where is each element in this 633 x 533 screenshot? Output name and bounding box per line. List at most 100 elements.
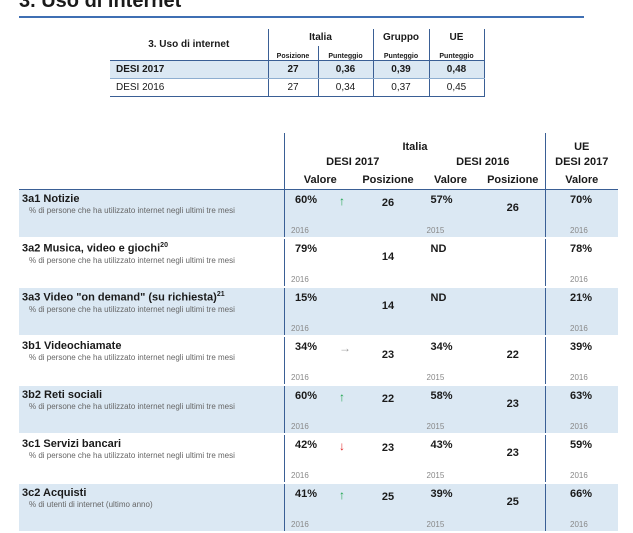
indicator-name: 3b1 Videochiamate [22,340,122,352]
value-desi-2016: ND [430,292,447,304]
header-posizione: Posizione [480,171,546,190]
value-ue-desi-2017: 78% [570,243,593,255]
indicator-description: % di persone che ha utilizzato internet … [29,353,235,362]
reference-year: 2016 [291,422,309,431]
indicators-table: Italia UE DESI 2017 DESI 2016 DESI 2017 … [19,133,618,533]
reference-year: 2016 [291,324,309,333]
value-ue-desi-2017: 39% [570,341,593,353]
summary-punteggio-italia: 0,34 [318,78,374,97]
position-desi-2017: 25 [381,491,395,503]
indicator-name: 3c1 Servizi bancari [22,438,122,450]
reference-year: 2015 [426,226,445,235]
indicator-row: 3a2 Musica, video e giochi20% di persone… [19,238,618,288]
reference-year: 2016 [291,226,309,235]
summary-punteggio-gruppo: 0,39 [373,60,430,79]
indicator-row: 3b2 Reti sociali% di persone che ha util… [19,385,618,435]
reference-year: 2016 [570,226,588,235]
position-desi-2017: 22 [381,393,395,405]
summary-sub-punteggio: Punteggio [429,46,485,61]
indicator-name: 3b2 Reti sociali [22,389,103,401]
summary-label: 3. Uso di internet [110,29,269,61]
summary-punteggio-italia: 0,36 [318,60,374,79]
footnote-ref: 21 [216,291,225,298]
indicator-row: 3c2 Acquisti% di utenti di internet (ult… [19,483,618,533]
summary-sub-posizione: Posizione [268,46,319,61]
indicator-row: 3b1 Videochiamate% di persone che ha uti… [19,336,618,386]
indicator-name: 3a3 Video "on demand" (su richiesta)21 [22,291,225,304]
reference-year: 2016 [291,373,309,382]
indicator-name: 3a1 Notizie [22,193,80,205]
summary-posizione: 27 [268,60,319,79]
value-desi-2016: 34% [430,341,453,353]
header-valore: Valore [420,171,481,190]
reference-year: 2016 [570,275,588,284]
position-desi-2017: 14 [381,251,395,263]
indicator-description: % di persone che ha utilizzato internet … [29,451,235,460]
summary-row: DESI 2016 27 0,34 0,37 0,45 [110,78,485,97]
summary-row-label: DESI 2016 [110,78,269,97]
position-desi-2016: 26 [506,202,519,214]
position-desi-2017: 26 [381,197,395,209]
value-desi-2017: 15% [295,292,318,304]
summary-punteggio-ue: 0,45 [429,78,485,97]
value-desi-2016: ND [430,243,447,255]
value-ue-desi-2017: 70% [570,194,593,206]
position-desi-2017: 23 [381,442,395,454]
trend-arrow-icon: ↓ [339,439,345,453]
value-desi-2017: 34% [295,341,318,353]
value-desi-2017: 41% [295,488,318,500]
reference-year: 2016 [291,275,309,284]
header-desi-2016: DESI 2016 [420,153,546,171]
indicator-description: % di persone che ha utilizzato internet … [29,402,235,411]
value-desi-2017: 42% [295,439,318,451]
summary-row: DESI 2017 27 0,36 0,39 0,48 [110,60,485,79]
summary-punteggio-gruppo: 0,37 [373,78,430,97]
indicator-name: 3a2 Musica, video e giochi20 [22,242,168,255]
position-desi-2016: 22 [506,349,519,361]
indicator-description: % di persone che ha utilizzato internet … [29,255,235,265]
value-ue-desi-2017: 63% [570,390,593,402]
reference-year: 2016 [570,373,588,382]
summary-group-italia: Italia [268,29,374,46]
summary-posizione: 27 [268,78,319,97]
value-ue-desi-2017: 66% [570,488,593,500]
value-desi-2016: 58% [430,390,453,402]
indicator-row: 3c1 Servizi bancari% di persone che ha u… [19,434,618,484]
summary-sub-punteggio: Punteggio [318,46,374,61]
reference-year: 2015 [426,520,445,529]
section-title: 3. Uso di internet [19,0,182,12]
trend-arrow-icon: ↑ [339,390,345,404]
indicator-description: % di persone che ha utilizzato internet … [29,206,235,215]
trend-arrow-icon: ↑ [339,194,345,208]
position-desi-2016: 23 [506,447,519,459]
value-ue-desi-2017: 21% [570,292,593,304]
summary-group-ue: UE [429,29,485,46]
reference-year: 2016 [291,520,309,529]
header-valore: Valore [284,171,356,190]
value-desi-2017: 60% [295,390,318,402]
value-desi-2016: 43% [430,439,453,451]
reference-year: 2015 [426,373,445,382]
position-desi-2016: 23 [506,398,519,410]
title-rule [19,16,584,18]
reference-year: 2016 [570,324,588,333]
position-desi-2016: 25 [506,496,519,508]
value-desi-2017: 60% [295,194,318,206]
trend-arrow-icon: → [339,341,351,355]
value-desi-2017: 79% [295,243,318,255]
position-desi-2017: 14 [381,300,395,312]
reference-year: 2016 [291,471,309,480]
summary-punteggio-ue: 0,48 [429,60,485,79]
summary-row-label: DESI 2017 [110,60,269,79]
header-posizione: Posizione [355,171,421,190]
header-italia: Italia [284,133,546,153]
footnote-ref: 20 [160,242,168,249]
summary-table: 3. Uso di internet Italia Gruppo UE Posi… [110,29,485,97]
value-ue-desi-2017: 59% [570,439,593,451]
trend-arrow-icon: ↑ [339,488,345,502]
header-valore: Valore [545,171,618,190]
reference-year: 2016 [570,422,588,431]
header-desi-2017: DESI 2017 [326,156,380,168]
value-desi-2016: 39% [430,488,453,500]
reference-year: 2015 [426,422,445,431]
